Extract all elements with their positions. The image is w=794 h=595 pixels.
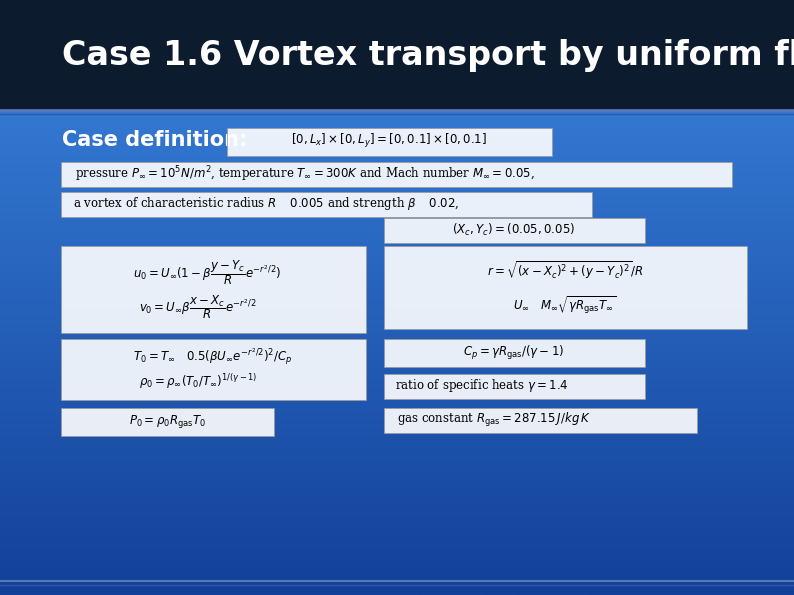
Text: $[0, L_x] \times [0, L_y] = [0, 0.1] \times [0, 0.1]$: $[0, L_x] \times [0, L_y] = [0, 0.1] \ti… — [291, 133, 487, 151]
Text: $T_0 = T_{\infty} \quad 0.5(\beta U_{\infty} e^{-r^2/2})^2/C_p$: $T_0 = T_{\infty} \quad 0.5(\beta U_{\in… — [133, 346, 293, 367]
Text: $u_0 = U_{\infty}(1 - \beta\dfrac{y - Y_c}{R}e^{-r^2/2})$: $u_0 = U_{\infty}(1 - \beta\dfrac{y - Y_… — [133, 258, 281, 287]
Text: $r = \sqrt{(x - X_c)^2 + (y - Y_c)^2}/R$: $r = \sqrt{(x - X_c)^2 + (y - Y_c)^2}/R$ — [487, 260, 643, 282]
Text: Case 1.6 Vortex transport by uniform flow: Case 1.6 Vortex transport by uniform flo… — [62, 39, 794, 71]
FancyBboxPatch shape — [60, 192, 592, 217]
FancyBboxPatch shape — [60, 246, 365, 333]
FancyBboxPatch shape — [226, 127, 552, 155]
Text: $U_{\infty} \quad M_{\infty}\sqrt{\gamma R_{\mathrm{gas}} T_{\infty}}$: $U_{\infty} \quad M_{\infty}\sqrt{\gamma… — [514, 293, 616, 315]
Text: pressure $P_{\infty} = 10^5 N/m^2$, temperature $T_{\infty} = 300K$ and Mach num: pressure $P_{\infty} = 10^5 N/m^2$, temp… — [75, 164, 535, 184]
FancyBboxPatch shape — [384, 408, 696, 433]
FancyBboxPatch shape — [60, 161, 731, 186]
Text: Case definition:: Case definition: — [62, 130, 248, 150]
FancyBboxPatch shape — [384, 218, 645, 243]
Text: $C_p = \gamma R_{\mathrm{gas}}/(\gamma - 1)$: $C_p = \gamma R_{\mathrm{gas}}/(\gamma -… — [464, 343, 565, 362]
FancyBboxPatch shape — [384, 374, 645, 399]
Text: $(X_c, Y_c) = (0.05, 0.05)$: $(X_c, Y_c) = (0.05, 0.05)$ — [453, 222, 576, 238]
Text: a vortex of characteristic radius $R$ $\;\;$ $0.005$ and strength $\beta$ $\;\;$: a vortex of characteristic radius $R$ $\… — [72, 196, 459, 212]
FancyBboxPatch shape — [60, 339, 365, 399]
Text: gas constant $R_{\mathrm{gas}} = 287.15\, J/kg\, K$: gas constant $R_{\mathrm{gas}} = 287.15\… — [398, 411, 592, 429]
Text: $\rho_0 = \rho_{\infty}(T_0/T_{\infty})^{1/(\gamma-1)}$: $\rho_0 = \rho_{\infty}(T_0/T_{\infty})^… — [139, 372, 257, 391]
FancyBboxPatch shape — [384, 339, 645, 367]
Text: $v_0 = U_{\infty}\beta\dfrac{x - X_c}{R}e^{-r^2/2}$: $v_0 = U_{\infty}\beta\dfrac{x - X_c}{R}… — [139, 293, 256, 321]
Text: $P_0 = \rho_0 R_{\mathrm{gas}} T_0$: $P_0 = \rho_0 R_{\mathrm{gas}} T_0$ — [129, 413, 206, 430]
FancyBboxPatch shape — [384, 246, 746, 328]
Bar — [0, 0, 794, 110]
Text: ratio of specific heats $\gamma = 1.4$: ratio of specific heats $\gamma = 1.4$ — [395, 377, 569, 394]
FancyBboxPatch shape — [60, 408, 273, 436]
